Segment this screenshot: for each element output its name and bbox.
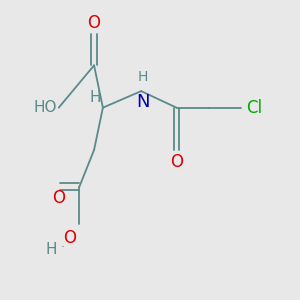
Text: H: H: [90, 90, 101, 105]
Text: N: N: [136, 93, 149, 111]
Text: O: O: [52, 189, 65, 207]
Text: O: O: [170, 153, 183, 171]
Text: ·: ·: [61, 241, 65, 254]
Text: Cl: Cl: [246, 99, 262, 117]
Text: H: H: [46, 242, 57, 257]
Text: HO: HO: [34, 100, 57, 115]
Text: O: O: [63, 229, 76, 247]
Text: O: O: [88, 14, 100, 32]
Text: H: H: [137, 70, 148, 85]
